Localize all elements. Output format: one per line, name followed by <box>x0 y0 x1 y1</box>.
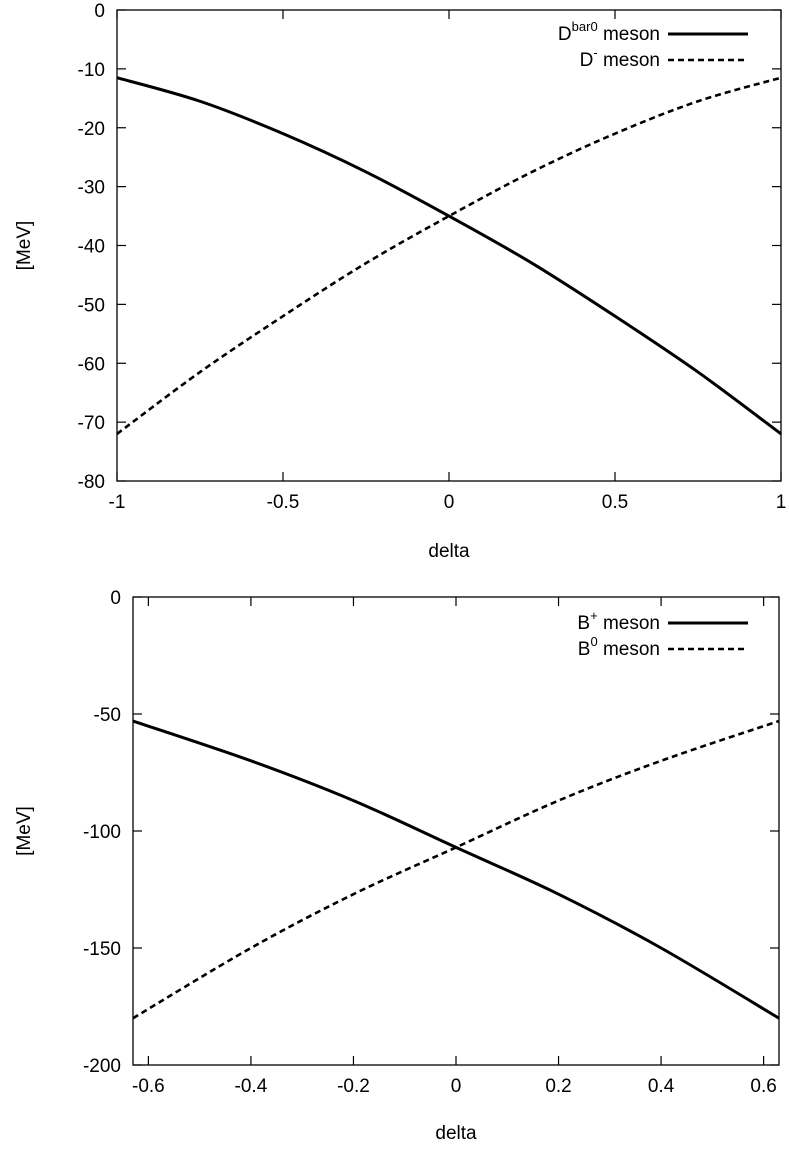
x-tick-label: 0.2 <box>545 1076 571 1097</box>
x-tick-label: -0.5 <box>267 492 300 513</box>
y-axis-label: [MeV] <box>14 806 35 856</box>
y-tick-label: -80 <box>78 472 105 493</box>
y-tick-label: 0 <box>110 588 121 609</box>
y-axis-label: [MeV] <box>14 221 35 271</box>
x-axis-label: delta <box>428 541 470 562</box>
y-tick-label: -200 <box>83 1056 121 1077</box>
x-tick-label: -0.4 <box>235 1076 268 1097</box>
legend-label-2: D- meson <box>580 45 660 71</box>
x-tick-label: 0 <box>451 1076 462 1097</box>
y-tick-label: -100 <box>83 822 121 843</box>
x-tick-label: -0.2 <box>337 1076 370 1097</box>
series-line-2 <box>132 719 780 1020</box>
x-tick-label: 0.6 <box>750 1076 776 1097</box>
chart-1: -1 -0.5 0 0.5 1 0 -10 -20 -30 -40 -50 -60 -70 -80 delt… <box>14 1 786 562</box>
legend-label-2: B0 meson <box>578 634 660 660</box>
series-line-1 <box>116 76 782 436</box>
x-tick-label: 0.5 <box>602 492 628 513</box>
y-tick-label: -50 <box>94 705 121 726</box>
y-tick-label: -50 <box>78 295 105 316</box>
legend-label-1: Dbar0 meson <box>558 19 660 45</box>
y-tick-label: -60 <box>78 354 105 375</box>
y-tick-label: -20 <box>78 119 105 140</box>
x-tick-label: 0 <box>444 492 455 513</box>
plot-frame <box>116 9 782 482</box>
x-tick-label: -0.6 <box>132 1076 165 1097</box>
y-tick-label: -70 <box>78 413 105 434</box>
y-tick-label: 0 <box>94 1 105 22</box>
x-tick-label: 0.4 <box>648 1076 675 1097</box>
series-line-2 <box>116 76 782 435</box>
chart-2: -0.6 -0.4 -0.2 0 0.2 0.4 0.6 0 -50 -100 -150 -200 de… <box>14 588 780 1144</box>
plot-frame <box>132 596 780 1066</box>
y-tick-label: -30 <box>78 178 105 199</box>
x-tick-label: 1 <box>776 492 787 513</box>
x-tick-label: -1 <box>109 492 126 513</box>
x-axis-label: delta <box>435 1123 477 1144</box>
legend-label-1: B+ meson <box>577 608 660 634</box>
y-tick-label: -150 <box>83 939 121 960</box>
series-line-1 <box>132 719 780 1020</box>
y-tick-label: -40 <box>78 237 105 258</box>
y-tick-label: -10 <box>78 60 105 81</box>
